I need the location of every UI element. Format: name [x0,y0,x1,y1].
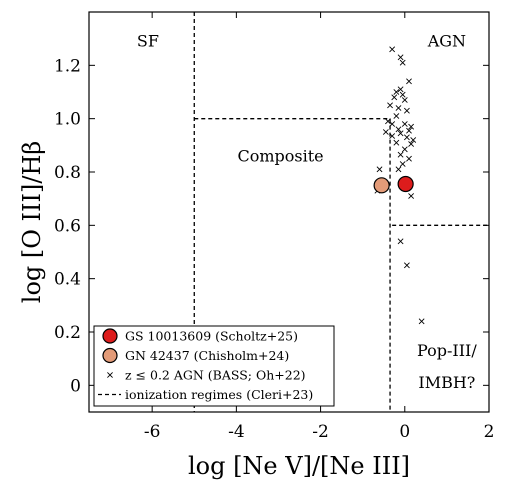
agn-point [385,118,391,125]
plot-frame [88,11,490,413]
x-axis-label: log [Ne V]/[Ne III] [188,452,410,480]
legend-box [93,325,335,407]
legend-label: z ≤ 0.2 AGN (BASS; Oh+22) [125,368,306,383]
agn-point [403,134,410,141]
agn-point [399,91,406,98]
y-tick-label: 0.4 [54,270,81,290]
agn-point [395,126,402,133]
x-tick-label: 2 [484,422,495,442]
x-tick-label: -6 [144,422,161,442]
agn-point [389,133,396,139]
agn-point [401,97,408,103]
agn-point [403,107,410,114]
legend-marker-cross [107,372,113,378]
gn42437-point [373,177,390,194]
region-label: Pop-III/ [417,341,477,360]
agn-point [401,146,408,153]
agn-point [397,86,404,93]
agn-point [387,102,393,109]
gs10013609-point [397,175,414,193]
legend-marker-circle [102,347,118,364]
agn-point [406,127,412,134]
y-tick-label: 0.8 [54,163,81,183]
agn-point [397,238,404,245]
y-tick-label: 0.2 [54,323,81,343]
agn-point [399,161,406,167]
region-labels: SF AGN Composite Pop-III/IMBH? [137,32,477,392]
agn-point [382,129,389,135]
agn-point [389,46,396,53]
agn-point [397,151,404,158]
y-tick-label: 1.0 [54,110,81,130]
x-tick-label: -2 [312,422,329,442]
y-tick-label: 1.2 [54,56,81,76]
agn-point [408,123,415,130]
region-label: IMBH? [418,373,475,392]
agn-point [376,166,383,173]
agn-point [395,105,402,111]
agn-point [408,193,415,199]
legend-entry: GS 10013609 (Scholtz+25) [102,328,298,344]
legend: GS 10013609 (Scholtz+25) GN 42437 (Chisho… [93,325,335,407]
x-tick-label: 0 [399,422,410,442]
region-label: Composite [238,146,324,165]
legend-entry: ionization regimes (Cleri+23) [98,387,313,402]
agn-point [399,59,406,66]
legend-label: GN 42437 (Chisholm+24) [125,348,289,363]
agn-point [397,130,404,137]
agn-point [406,155,412,162]
agn-point [410,137,417,143]
agn-point [408,141,415,147]
region-label: SF [137,32,159,51]
y-tick-label: 0 [70,376,81,396]
agn-point [393,139,400,146]
legend-entry: z ≤ 0.2 AGN (BASS; Oh+22) [107,368,306,383]
agn-point [406,78,412,85]
data-points [373,46,425,325]
agn-point [418,318,425,325]
agn-point [393,113,400,119]
legend-entry: GN 42437 (Chisholm+24) [102,347,289,364]
legend-marker-circle [102,328,118,344]
agn-point [401,121,408,127]
axis-ticks: -6 -4 -2 0 2 0 0.2 0.4 0.6 0.8 1.0 1.2 [54,12,494,442]
legend-label: GS 10013609 (Scholtz+25) [125,329,298,344]
agn-point [397,54,404,61]
ionization-boundaries [193,12,489,412]
y-axis-label: log [O III]/Hβ [18,141,46,303]
x-tick-label: -4 [228,422,245,442]
y-tick-label: 0.6 [54,216,81,236]
agn-point [391,94,398,101]
agn-point [395,166,402,173]
agn-point [389,121,396,127]
legend-label: ionization regimes (Cleri+23) [125,387,313,402]
region-label: AGN [427,32,466,51]
agn-point [393,89,400,95]
agn-point [403,262,410,269]
